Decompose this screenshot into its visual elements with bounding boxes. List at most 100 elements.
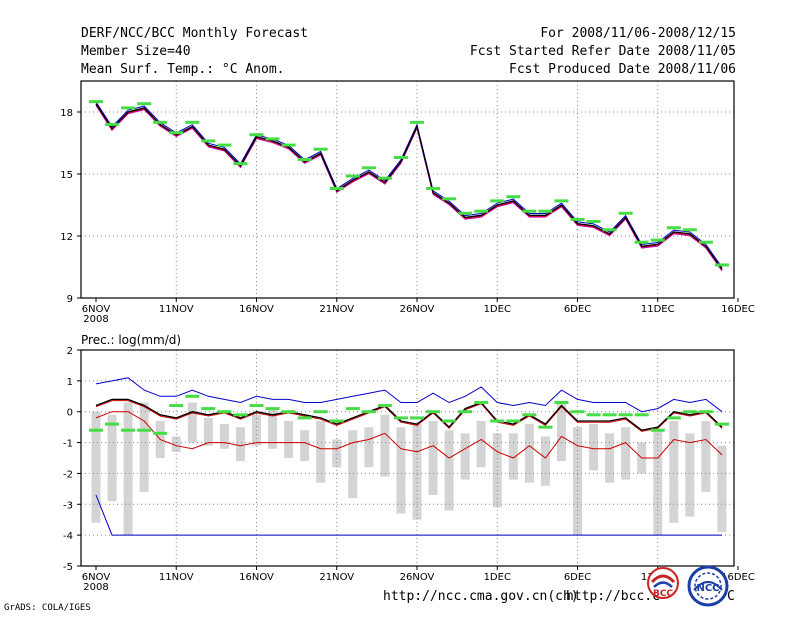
temp-xtick-label: 1DEC <box>484 304 511 315</box>
temp-obs-marker <box>618 211 633 215</box>
prec-ytick-label: -5 <box>63 562 73 573</box>
temp-ytick-label: 9 <box>67 294 73 305</box>
prec-spread-bar <box>460 433 470 480</box>
prec-obs-marker <box>377 404 392 408</box>
prec-spread-bar <box>203 417 213 446</box>
prec-obs-marker <box>458 410 473 414</box>
temp-obs-marker <box>714 263 729 267</box>
prec-spread-bar <box>268 408 278 449</box>
prec-spread-bar <box>219 424 229 449</box>
prec-spread-bar <box>556 402 566 462</box>
forecast-period: For 2008/11/06-2008/12/15 <box>540 26 736 41</box>
temp-obs-marker <box>522 209 537 213</box>
temp-obs-marker <box>297 158 312 162</box>
prec-spread-bar <box>573 427 582 536</box>
prec-spread-bar <box>412 424 422 520</box>
temp-xtick-label: 11DEC <box>641 304 675 315</box>
prec-frame <box>80 349 735 567</box>
prec-obs-marker <box>650 428 665 432</box>
prec-spread-bar <box>589 424 599 471</box>
prec-obs-marker <box>666 416 681 420</box>
prec-obs-marker <box>393 416 408 420</box>
temp-obs-marker <box>410 120 424 124</box>
temp-obs-marker <box>538 209 553 213</box>
temp-mean-line <box>95 103 723 270</box>
prec-spread-bar <box>717 445 727 533</box>
prec-xtick-label: 1DEC <box>484 572 511 583</box>
temp-frame <box>80 80 735 299</box>
prec-lower-line <box>95 411 723 459</box>
temp-xtick-label: 6DEC <box>564 304 591 315</box>
temp-obs-marker <box>233 162 248 166</box>
prec-obs-marker <box>89 428 103 432</box>
prec-ytick-label: 1 <box>67 377 73 388</box>
prec-obs-marker <box>297 416 312 420</box>
prec-obs-marker <box>714 422 729 426</box>
ncc-logo-icon: NCC <box>687 565 729 607</box>
temp-xtick-label: 2008 <box>83 314 108 325</box>
temp-obs-marker <box>490 199 505 203</box>
start-date: Fcst Started Refer Date 2008/11/05 <box>469 44 736 59</box>
ncc-url[interactable]: http://ncc.cma.gov.cn(ch) <box>383 589 579 604</box>
prec-spread-bar <box>396 427 406 514</box>
prec-spread-bar <box>540 436 550 486</box>
temp-obs-marker <box>458 211 473 215</box>
prec-spread-bar <box>524 424 534 483</box>
prec-xtick-label: 16NOV <box>239 572 274 583</box>
ncc-logo-text: NCC <box>696 583 719 594</box>
prec-spread-bar <box>701 420 711 492</box>
prec-min-line <box>95 494 722 536</box>
temp-obs-marker <box>201 139 216 143</box>
prec-obs-marker <box>329 419 344 423</box>
prec-spread-bar <box>685 433 695 517</box>
temp-obs-marker <box>506 195 521 199</box>
prec-obs-marker <box>281 410 296 414</box>
prec-spread-bar <box>669 420 679 523</box>
prec-ytick-label: -3 <box>63 500 73 511</box>
temp-xtick-label: 6NOV <box>82 304 111 315</box>
temp-obs-marker <box>602 228 617 232</box>
temp-obs-marker <box>682 228 697 232</box>
prec-obs-marker <box>426 410 441 414</box>
temp-obs-marker <box>249 133 264 137</box>
bcc-logo-icon: BCC <box>647 567 679 599</box>
prec-spread-bar <box>91 411 101 523</box>
prec-spread-bar <box>380 414 390 477</box>
prec-spread-bar <box>139 402 149 492</box>
prec-obs-marker <box>185 394 200 398</box>
temp-obs-marker <box>217 143 232 147</box>
temp-obs-marker <box>570 217 585 221</box>
temp-obs-marker <box>586 220 601 224</box>
chart-title: DERF/NCC/BCC Monthly Forecast <box>81 26 308 41</box>
prec-spread-bar <box>444 430 454 511</box>
prec-spread-bar <box>605 433 615 483</box>
temp-obs-marker <box>313 147 328 151</box>
temp-magenta-line <box>95 105 723 272</box>
prec-obs-marker <box>137 428 152 432</box>
prec-xtick-label: 6NOV <box>82 572 111 583</box>
bcc-url[interactable]: http://bcc.c <box>566 589 660 604</box>
prec-spread-bar <box>316 420 326 483</box>
temp-obs-marker <box>474 209 489 213</box>
temp-upper-line <box>95 101 723 268</box>
prec-spread-bar <box>171 436 181 452</box>
prec-obs-marker <box>201 407 216 411</box>
bcc-logo-text: BCC <box>653 589 673 599</box>
variable-label: Mean Surf. Temp.: °C Anom. <box>81 62 285 77</box>
temp-obs-marker <box>554 199 569 203</box>
prec-spread-bar <box>284 420 294 458</box>
temp-obs-marker <box>105 122 120 126</box>
prec-ytick-label: -1 <box>63 439 73 450</box>
prec-obs-marker <box>233 413 248 417</box>
prec-mean-red-line <box>95 400 723 432</box>
temp-xtick-label: 11NOV <box>159 304 194 315</box>
prec-spread-bar <box>332 439 342 468</box>
prec-spread-bar <box>123 402 133 536</box>
temp-obs-marker <box>377 176 392 180</box>
prec-spread-bar <box>364 427 374 468</box>
temp-obs-marker <box>329 186 344 190</box>
prec-xtick-label: 2008 <box>83 582 108 593</box>
temp-obs-marker <box>121 106 136 110</box>
prec-obs-marker <box>313 410 328 414</box>
prec-obs-marker <box>217 410 232 414</box>
